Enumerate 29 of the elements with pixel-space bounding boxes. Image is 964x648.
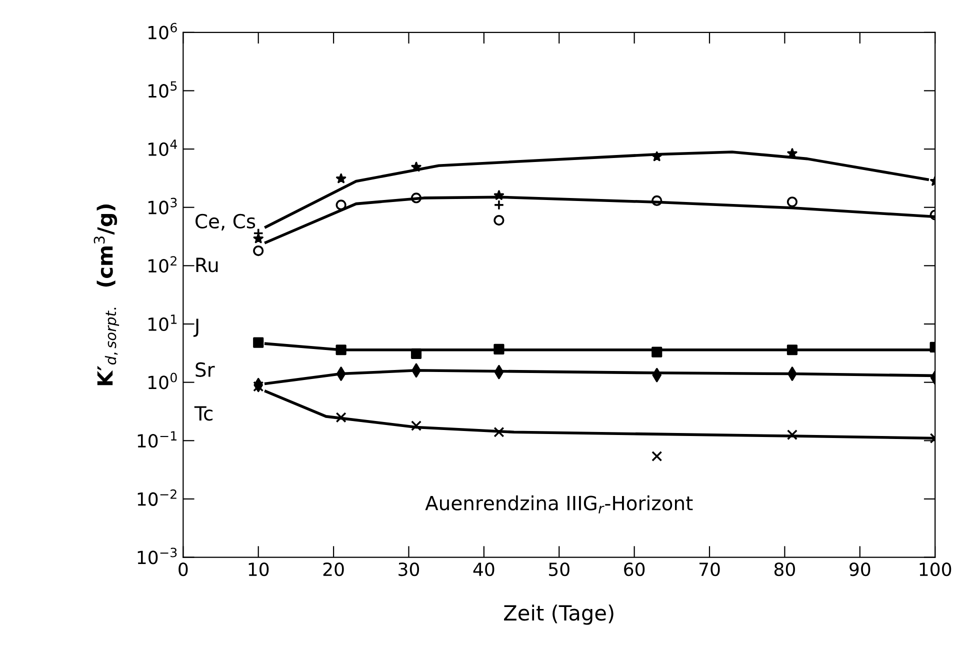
y-tick-label: 10$^{2}$ [148, 256, 176, 273]
x-tick-label: 80 [774, 562, 795, 576]
x-tick-label: 30 [398, 562, 420, 576]
text: J [193, 318, 198, 337]
x-tick-label: 60 [624, 562, 645, 576]
series-label: Ru [196, 258, 218, 272]
y-tick-label: 10$^{6}$ [148, 22, 177, 40]
x-tick-label: 90 [850, 562, 870, 576]
y-tick-label: 10$^{−3}$ [138, 548, 177, 564]
x-tick-label: 20 [323, 562, 344, 576]
y-tick-label: 10$^{−1}$ [138, 431, 176, 448]
y-tick-label: 10$^{4}$ [148, 140, 177, 156]
x-tick-label: 70 [699, 562, 720, 576]
x-tick-label: 0 [178, 562, 188, 576]
series-label: Ce, Cs [196, 214, 256, 231]
y-tick-label: 10$^{−2}$ [138, 489, 176, 506]
text: Tc [194, 406, 212, 421]
x-tick-label: 50 [549, 562, 570, 576]
x-tick-label: 10 [248, 562, 269, 576]
y-tick-label: 10$^{3}$ [148, 198, 177, 214]
y-tick-label: 10$^{5}$ [148, 81, 177, 98]
text: K′$_{d,sorpt.}$ (cm$^{3}$/g) [94, 204, 120, 386]
x-tick-label: 40 [473, 562, 494, 576]
text: Sr [196, 362, 215, 377]
x-axis-title: Zeit (Tage) [504, 604, 614, 625]
y-tick-label: 10$^{1}$ [148, 314, 177, 331]
annotation: Auenrendzina IIIG$_{r}$-Horizont [425, 495, 693, 514]
x-tick-label: 100 [920, 562, 952, 576]
y-tick-label: 10$^{0}$ [148, 372, 177, 390]
